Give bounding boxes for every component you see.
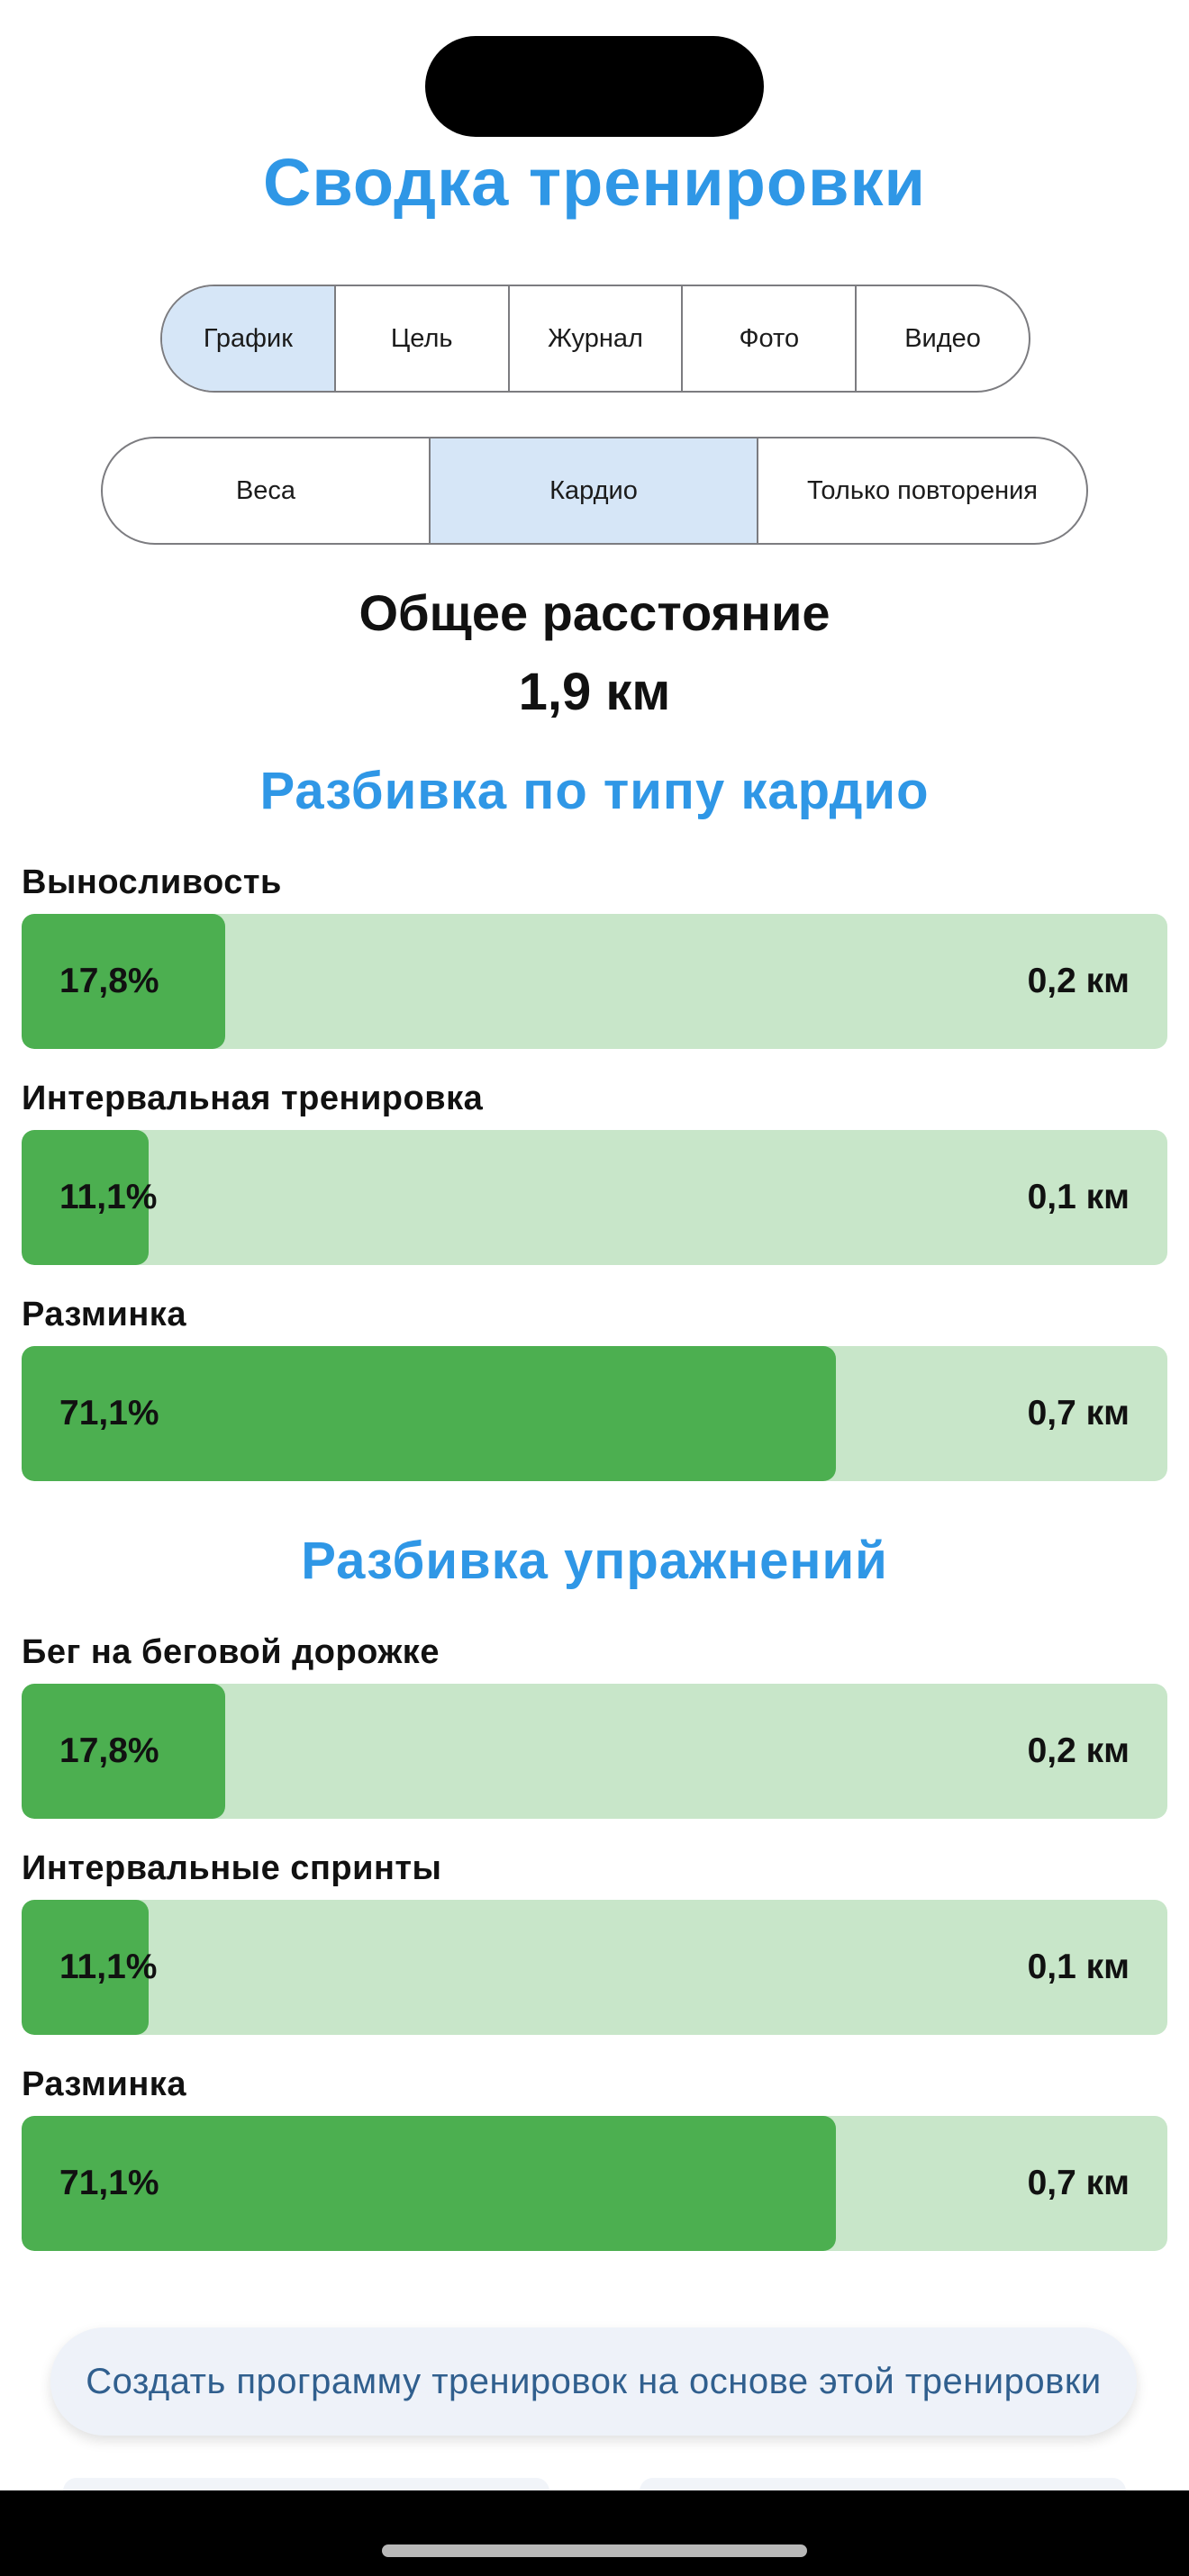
progress-bar: 11,1% 0,1 км [22,1900,1167,2035]
exercise-row-warmup: Разминка 71,1% 0,7 км [22,2062,1167,2251]
tab-goal[interactable]: Цель [336,286,510,391]
create-program-button[interactable]: Создать программу тренировок на основе э… [50,2327,1137,2436]
row-label: Разминка [22,1296,186,1333]
total-distance-value: 1,9 км [518,663,671,721]
view-tabs: График Цель Журнал Фото Видео [160,285,1030,393]
distance-value: 0,2 км [1027,1731,1130,1770]
cardio-row-warmup: Разминка 71,1% 0,7 км [22,1292,1167,1481]
tab-weights[interactable]: Веса [103,438,431,543]
exercise-row-treadmill: Бег на беговой дорожке 17,8% 0,2 км [22,1630,1167,1819]
progress-bar: 11,1% 0,1 км [22,1130,1167,1265]
progress-fill [22,1346,837,1481]
home-indicator [382,2544,807,2557]
percent-label: 11,1% [59,1178,158,1216]
cardio-breakdown-title: Разбивка по типу кардио [259,762,930,820]
row-label: Бег на беговой дорожке [22,1633,440,1671]
distance-value: 0,2 км [1027,962,1130,1000]
tab-video[interactable]: Видео [904,323,981,353]
page-title: Сводка тренировки [262,145,927,220]
progress-fill [22,2116,837,2251]
percent-label: 17,8% [59,962,159,1000]
row-label: Разминка [22,2065,186,2103]
percent-label: 11,1% [59,1948,158,1986]
tab-photo[interactable]: Фото [683,286,858,391]
progress-bar: 71,1% 0,7 км [22,1346,1167,1481]
progress-bar: 71,1% 0,7 км [22,2116,1167,2251]
tab-cardio[interactable]: Кардио [431,438,758,543]
tab-log[interactable]: Журнал [510,286,684,391]
progress-fill [22,914,226,1049]
distance-value: 0,1 км [1027,1178,1130,1216]
tab-reps-only[interactable]: Только повторения [806,475,1039,505]
progress-fill [22,1130,150,1265]
exercise-row-sprints: Интервальные спринты 11,1% 0,1 км [22,1846,1167,2035]
bottom-safe-area [0,2490,1189,2576]
percent-label: 71,1% [59,1394,159,1433]
row-label: Выносливость [22,863,282,901]
distance-value: 0,7 км [1027,1394,1130,1433]
progress-bar: 17,8% 0,2 км [22,1684,1167,1819]
cardio-row-endurance: Выносливость 17,8% 0,2 км [22,860,1167,1049]
row-label: Интервальные спринты [22,1849,442,1887]
cardio-row-interval: Интервальная тренировка 11,1% 0,1 км [22,1076,1167,1265]
exercise-type-tabs: Веса Кардио Только повторения [101,437,1088,545]
total-distance-label: Общее расстояние [359,584,830,641]
progress-fill [22,1900,150,2035]
tab-graph[interactable]: График [162,286,336,391]
exercise-breakdown-title: Разбивка упражнений [301,1532,888,1590]
row-label: Интервальная тренировка [22,1080,484,1117]
distance-value: 0,1 км [1027,1948,1130,1986]
distance-value: 0,7 км [1027,2164,1130,2202]
percent-label: 17,8% [59,1731,159,1770]
dynamic-island [425,36,764,137]
progress-fill [22,1684,226,1819]
percent-label: 71,1% [59,2164,159,2202]
progress-bar: 17,8% 0,2 км [22,914,1167,1049]
